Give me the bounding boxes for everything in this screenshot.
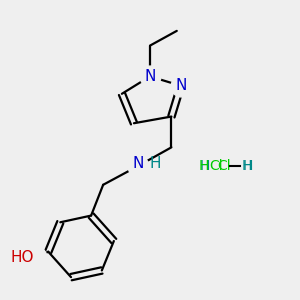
Text: H: H <box>200 159 210 173</box>
Text: N: N <box>175 78 187 93</box>
Bar <box>197 155 272 177</box>
Text: H: H <box>242 159 253 173</box>
Text: H: H <box>150 156 161 171</box>
Text: H: H <box>242 159 252 173</box>
Text: H: H <box>198 159 208 173</box>
Text: Cl: Cl <box>217 159 230 173</box>
Text: HO: HO <box>10 250 34 265</box>
Text: N: N <box>144 69 156 84</box>
Text: Cl: Cl <box>209 159 223 173</box>
Text: N: N <box>132 156 144 171</box>
